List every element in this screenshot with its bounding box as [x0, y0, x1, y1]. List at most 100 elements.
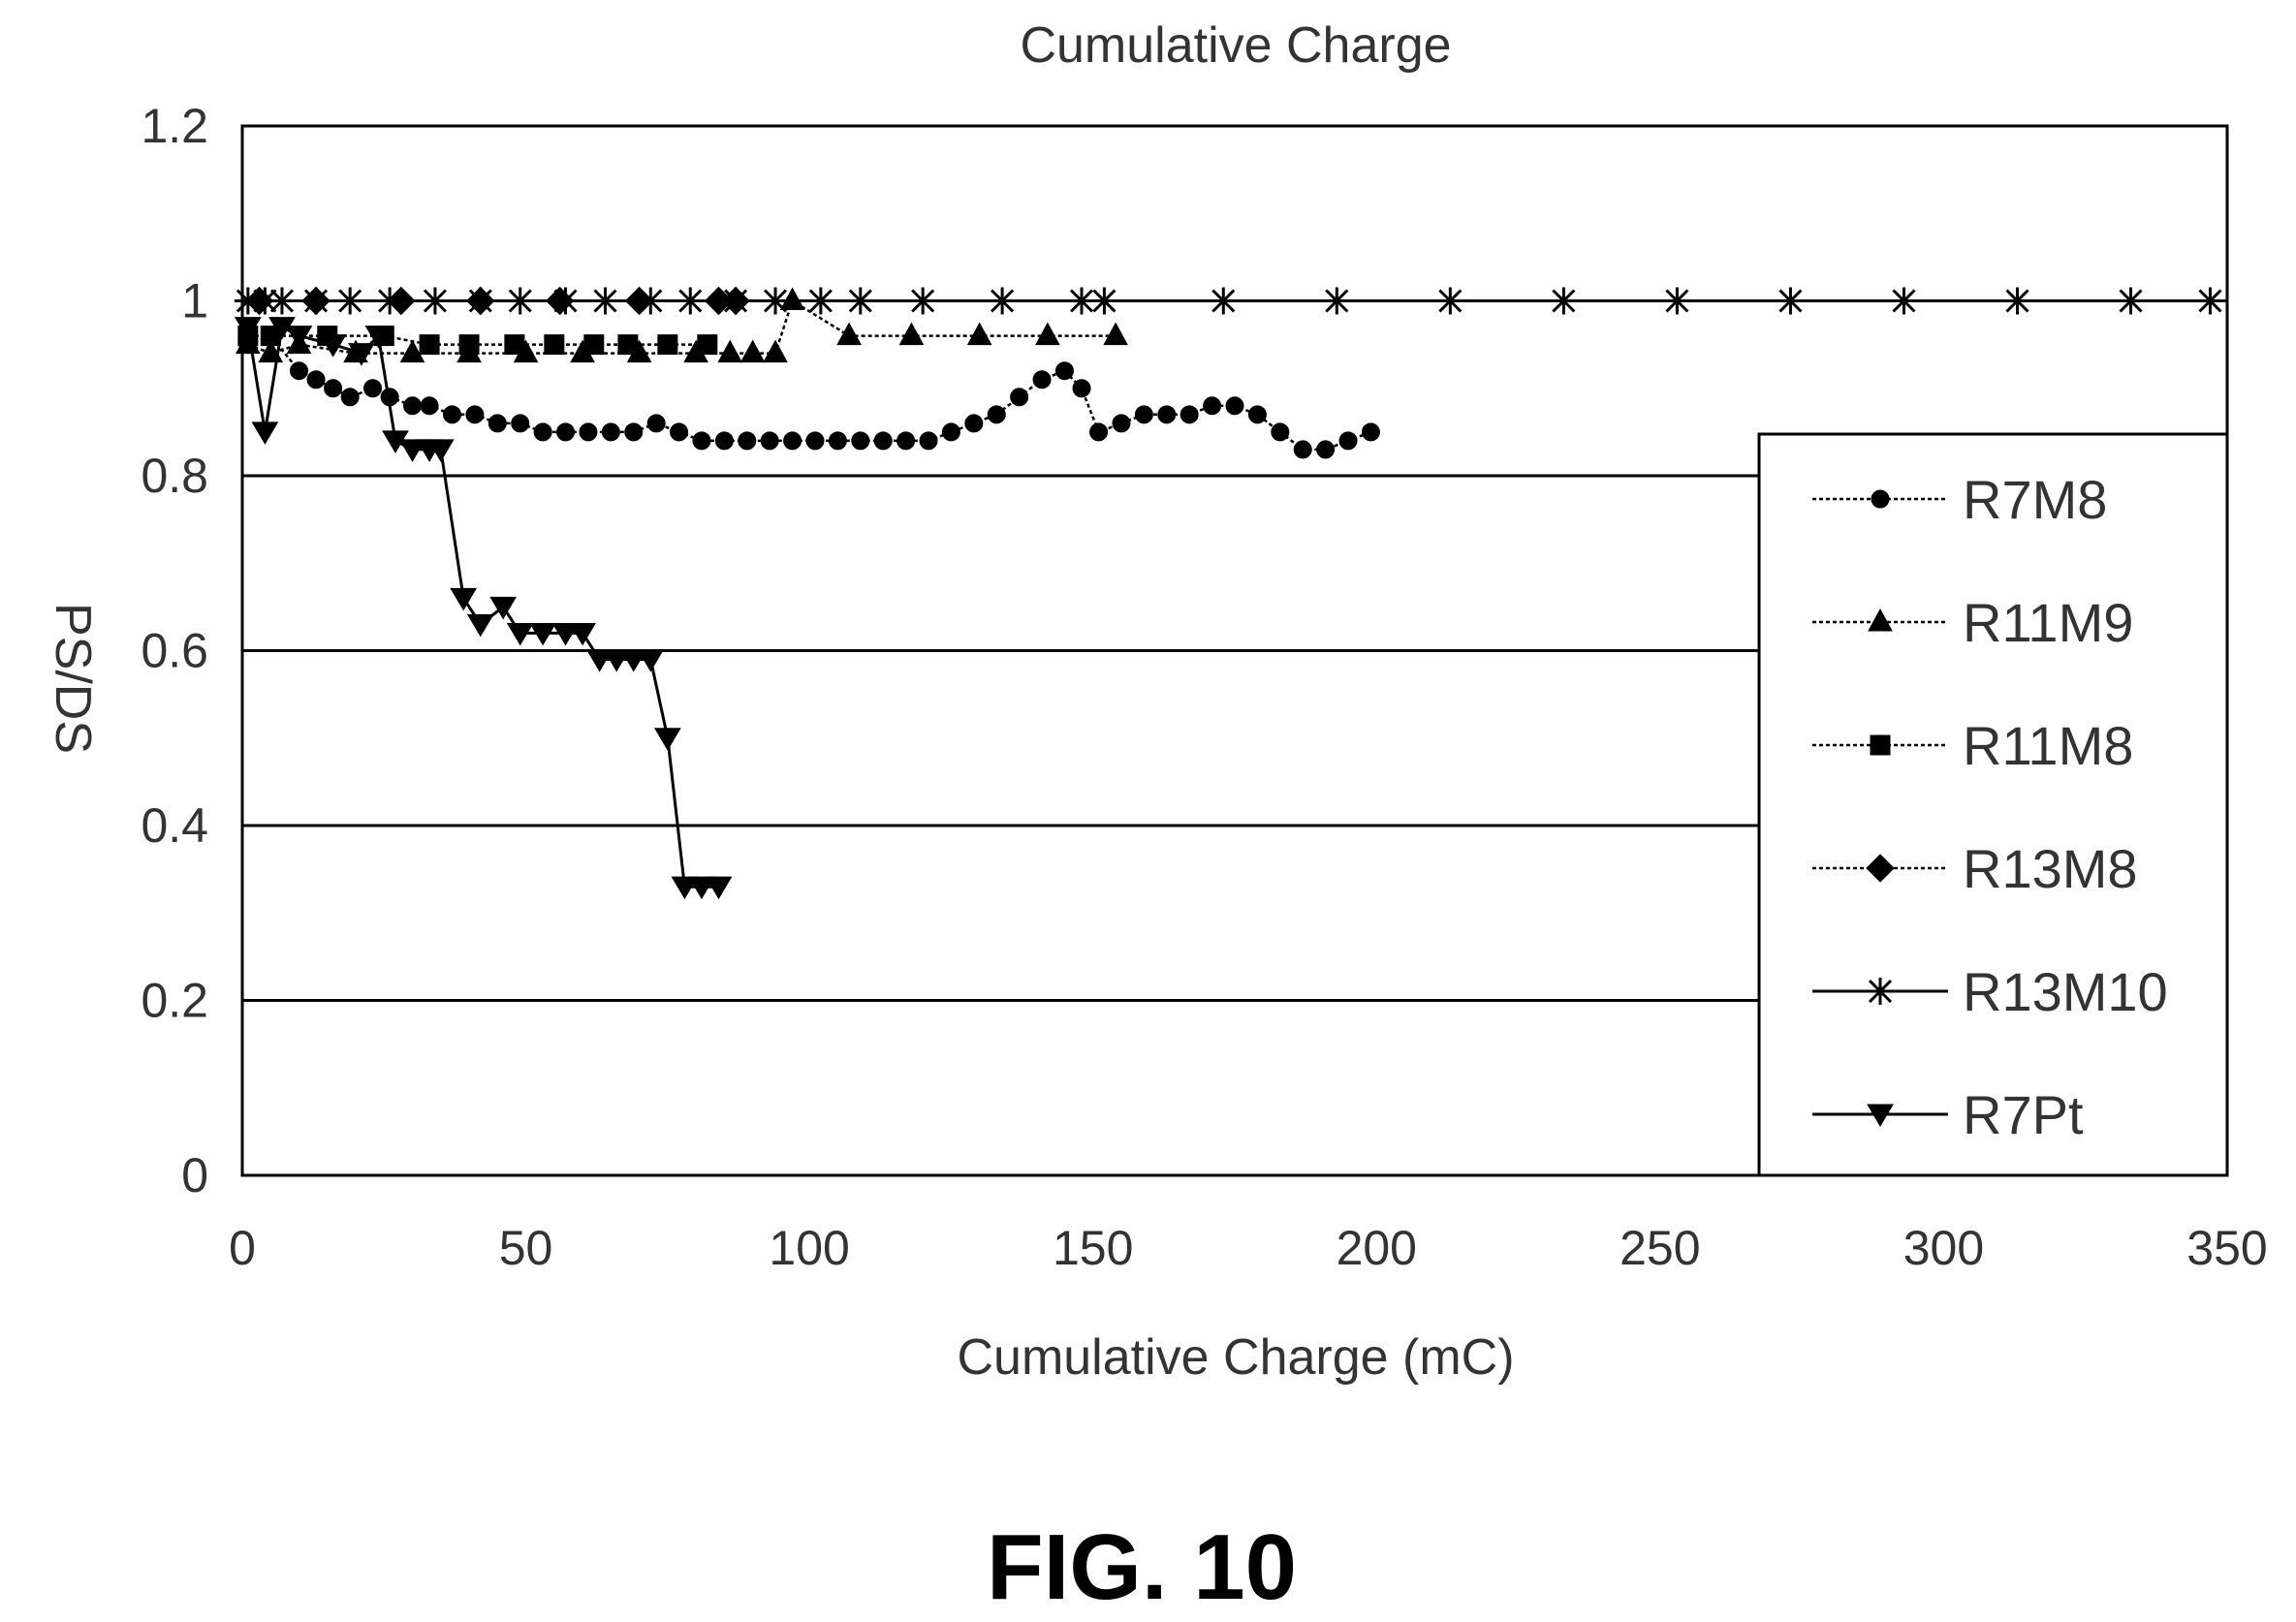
- data-point-r13m10: [1068, 287, 1096, 315]
- y-tick-label: 1: [181, 274, 208, 328]
- data-point-r7m8: [340, 388, 360, 407]
- data-point-r7pt: [426, 439, 455, 462]
- data-point-r11m9: [763, 339, 788, 363]
- data-point-r7m8: [1361, 422, 1380, 442]
- data-point-r11m9: [1035, 322, 1060, 346]
- y-tick-label: 0.8: [141, 449, 208, 503]
- data-point-r13m10: [336, 287, 364, 315]
- data-point-r13m10: [267, 287, 296, 315]
- series-r7pt: [234, 317, 733, 900]
- data-point-r13m10: [2117, 287, 2145, 315]
- data-point-r13m10: [466, 287, 494, 315]
- data-point-r13m10: [2003, 287, 2031, 315]
- data-point-r11m9: [966, 322, 992, 346]
- legend-label-r13m10: R13M10: [1963, 961, 2168, 1022]
- data-point-r7pt: [251, 421, 279, 445]
- data-point-r7m8: [420, 396, 439, 416]
- data-point-r7m8: [805, 431, 825, 451]
- series-layer: [234, 286, 2224, 900]
- data-point-r7pt: [364, 326, 393, 349]
- legend-label-r7pt: R7Pt: [1963, 1084, 2084, 1145]
- data-point-r13m10: [506, 287, 534, 315]
- data-point-r7m8: [1054, 361, 1074, 381]
- y-tick-label: 1.2: [141, 99, 208, 153]
- data-point-r11m8: [657, 334, 678, 356]
- data-point-r7pt: [319, 334, 347, 358]
- legend-item-r7pt: R7Pt: [1812, 1084, 2084, 1145]
- data-point-r7m8: [556, 422, 576, 442]
- data-point-r7m8: [1293, 440, 1312, 459]
- data-point-r7m8: [828, 431, 847, 451]
- y-axis-ticks: 0 0.2 0.4 0.6 0.8 1 1.2: [141, 99, 208, 1202]
- data-point-r11m9: [779, 287, 805, 310]
- data-point-r13m10: [676, 287, 705, 315]
- data-point-r7pt: [705, 876, 733, 900]
- x-tick-label: 200: [1337, 1221, 1417, 1275]
- data-point-r13m10: [846, 287, 874, 315]
- x-tick-label: 250: [1620, 1221, 1700, 1275]
- figure-label: FIG. 10: [987, 1515, 1297, 1619]
- series-r13m10: [234, 287, 2224, 315]
- data-point-r11m8: [697, 334, 718, 356]
- data-point-r7pt: [529, 622, 557, 646]
- legend-item-r11m8: R11M8: [1812, 715, 2133, 776]
- data-point-r7m8: [783, 431, 802, 451]
- data-point-r7m8: [1010, 388, 1029, 407]
- data-point-r13m10: [421, 287, 449, 315]
- data-point-r7m8: [851, 431, 870, 451]
- data-point-r11m8: [583, 334, 605, 356]
- data-point-r13m10: [251, 287, 279, 315]
- x-tick-label: 0: [229, 1221, 256, 1275]
- data-point-r11m9: [399, 339, 425, 363]
- x-axis-ticks: 0 50 100 150 200 250 300 350: [229, 1221, 2268, 1275]
- data-point-r13m10: [376, 287, 404, 315]
- data-point-r7m8: [488, 414, 507, 433]
- data-point-r7pt: [653, 728, 681, 751]
- data-point-r7pt: [551, 622, 580, 646]
- data-point-r7m8: [403, 396, 423, 416]
- x-tick-label: 350: [2186, 1221, 2267, 1275]
- data-point-r7m8: [1271, 422, 1290, 442]
- data-point-r11m9: [717, 339, 743, 363]
- data-point-r7m8: [760, 431, 779, 451]
- x-tick-label: 150: [1053, 1221, 1133, 1275]
- legend-item-r13m8: R13M8: [1812, 838, 2138, 899]
- data-point-r7m8: [714, 431, 734, 451]
- data-point-r13m10: [591, 287, 619, 315]
- legend-label-r7m8: R7M8: [1963, 469, 2107, 530]
- data-point-r7pt: [688, 876, 715, 900]
- x-axis-label: Cumulative Charge (mC): [957, 1329, 1514, 1386]
- data-point-r7m8: [1203, 396, 1222, 416]
- data-point-r7m8: [579, 422, 598, 442]
- data-point-r7m8: [941, 422, 960, 442]
- data-point-r7m8: [1134, 405, 1153, 424]
- data-point-r7m8: [624, 422, 644, 442]
- data-point-r13m10: [1210, 287, 1238, 315]
- data-point-r7m8: [443, 405, 462, 424]
- data-point-r7m8: [1112, 414, 1131, 433]
- legend-label-r13m8: R13M8: [1963, 838, 2138, 899]
- legend-marker-r7m8: [1871, 489, 1890, 509]
- data-point-r7m8: [465, 405, 485, 424]
- data-point-r13m10: [1663, 287, 1691, 315]
- data-point-r7pt: [637, 649, 665, 672]
- y-tick-label: 0: [181, 1148, 208, 1202]
- data-point-r13m10: [302, 287, 330, 315]
- data-point-r7m8: [1089, 422, 1109, 442]
- legend-marker-r7pt: [1867, 1104, 1894, 1127]
- data-point-r13m10: [762, 287, 790, 315]
- legend-marker-r11m9: [1868, 608, 1893, 632]
- data-point-r7pt: [450, 587, 478, 611]
- data-point-r7m8: [646, 414, 666, 433]
- data-point-r7pt: [506, 622, 534, 646]
- y-tick-label: 0.4: [141, 798, 208, 853]
- data-point-r13m10: [1090, 287, 1118, 315]
- data-point-r7pt: [466, 613, 494, 638]
- data-point-r11m8: [544, 334, 565, 356]
- data-point-r7m8: [987, 405, 1006, 424]
- legend-marker-r13m10: [1867, 978, 1894, 1005]
- data-point-r11m8: [458, 334, 480, 356]
- chart-title: Cumulative Charge: [1020, 17, 1451, 74]
- data-point-r7m8: [964, 414, 984, 433]
